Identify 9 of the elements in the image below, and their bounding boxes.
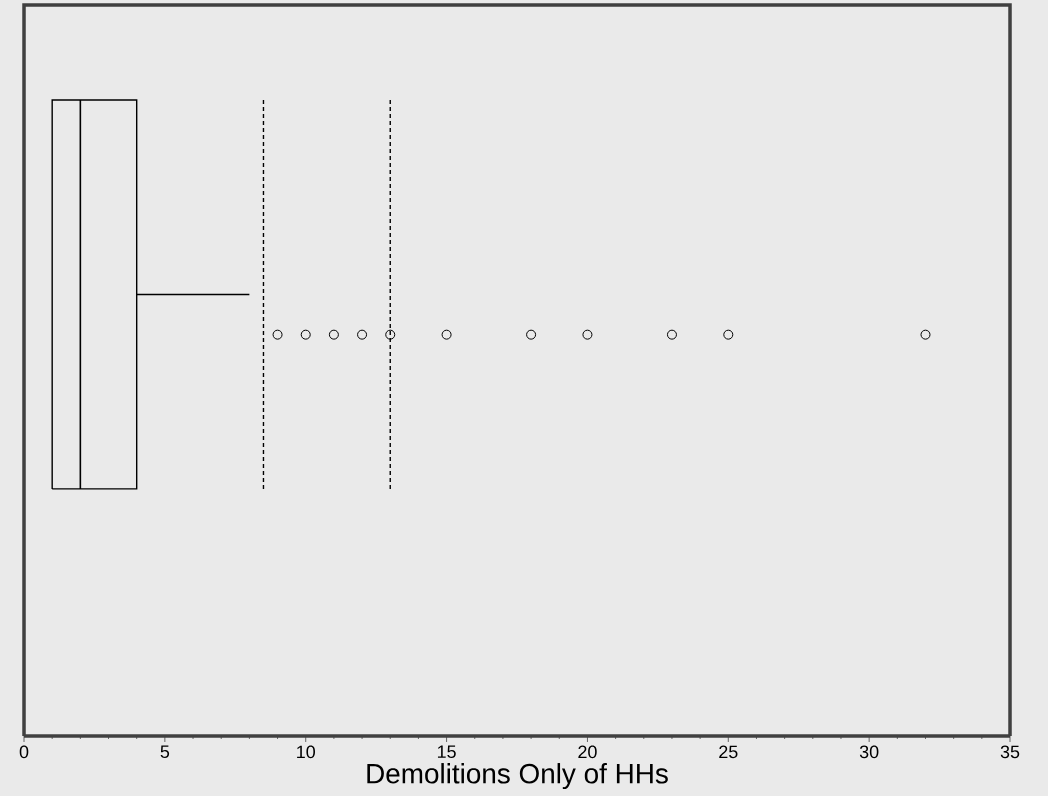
x-tick-label: 30 [859, 745, 879, 759]
x-axis-title: Demolitions Only of HHs [367, 763, 668, 790]
x-tick-label: 15 [437, 745, 456, 759]
x-tick-label: 25 [719, 745, 738, 759]
x-tick-label: 0 [19, 745, 29, 759]
x-tick-label: 20 [578, 745, 597, 759]
x-tick-label: 5 [160, 745, 170, 759]
x-tick-label: 10 [297, 745, 315, 759]
x-tick-label: 35 [1000, 745, 1020, 759]
